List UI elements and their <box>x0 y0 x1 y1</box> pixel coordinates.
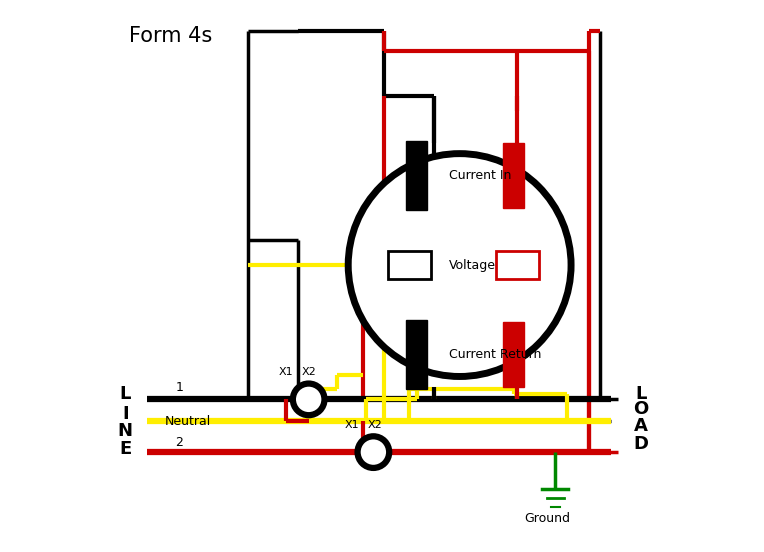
Text: L: L <box>635 385 646 404</box>
Text: A: A <box>634 417 648 435</box>
Text: Neutral: Neutral <box>165 415 211 428</box>
Text: 2: 2 <box>176 436 183 449</box>
Text: O: O <box>633 400 649 418</box>
Text: E: E <box>119 440 131 458</box>
Text: Ground: Ground <box>524 512 571 526</box>
Bar <box>388 251 431 279</box>
Text: X2: X2 <box>367 420 382 430</box>
Circle shape <box>293 384 325 415</box>
Text: Current Return: Current Return <box>449 348 541 361</box>
Bar <box>503 322 523 387</box>
Text: N: N <box>118 422 133 440</box>
Text: Current In: Current In <box>449 169 511 182</box>
Text: Voltage: Voltage <box>449 258 496 272</box>
Bar <box>406 141 427 210</box>
Text: X2: X2 <box>301 367 316 376</box>
Circle shape <box>348 153 571 376</box>
Text: 1: 1 <box>176 381 183 394</box>
Text: X1: X1 <box>345 420 359 430</box>
Text: Form 4s: Form 4s <box>129 26 212 46</box>
Bar <box>406 320 427 389</box>
Text: X1: X1 <box>278 367 293 376</box>
Bar <box>503 143 523 208</box>
Text: I: I <box>122 405 128 423</box>
Circle shape <box>358 436 389 468</box>
Text: L: L <box>120 385 131 404</box>
Bar <box>496 251 539 279</box>
Text: D: D <box>633 435 649 453</box>
